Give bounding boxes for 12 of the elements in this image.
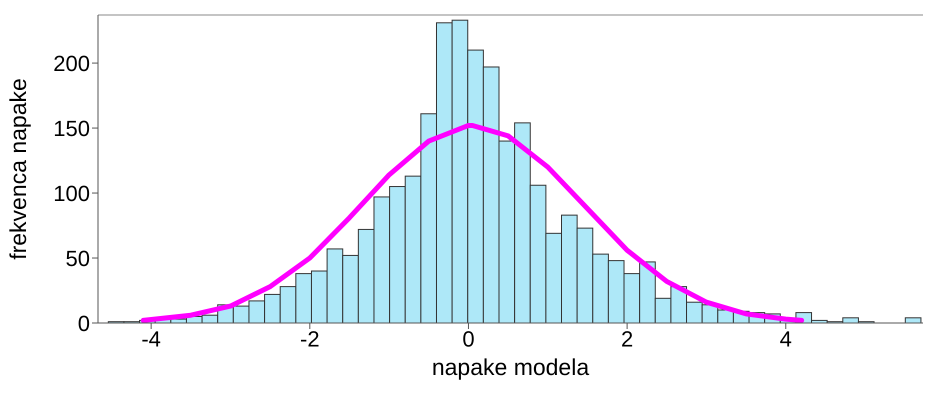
x-tick-label: -4 (141, 326, 161, 352)
y-tick-label: 0 (78, 310, 90, 336)
y-tick-label: 200 (53, 50, 90, 76)
x-axis-title: napake modela (432, 354, 590, 380)
x-tick-label: -2 (300, 326, 320, 352)
y-tick-label: 50 (66, 246, 90, 271)
y-axis-title: frekvenca napake (5, 78, 32, 260)
x-tick-label: 0 (462, 326, 475, 352)
y-tick-label: 150 (53, 116, 90, 141)
x-tick-label: 4 (780, 326, 792, 352)
x-tick-label: 2 (620, 326, 634, 352)
y-tick-label: 100 (53, 180, 90, 206)
